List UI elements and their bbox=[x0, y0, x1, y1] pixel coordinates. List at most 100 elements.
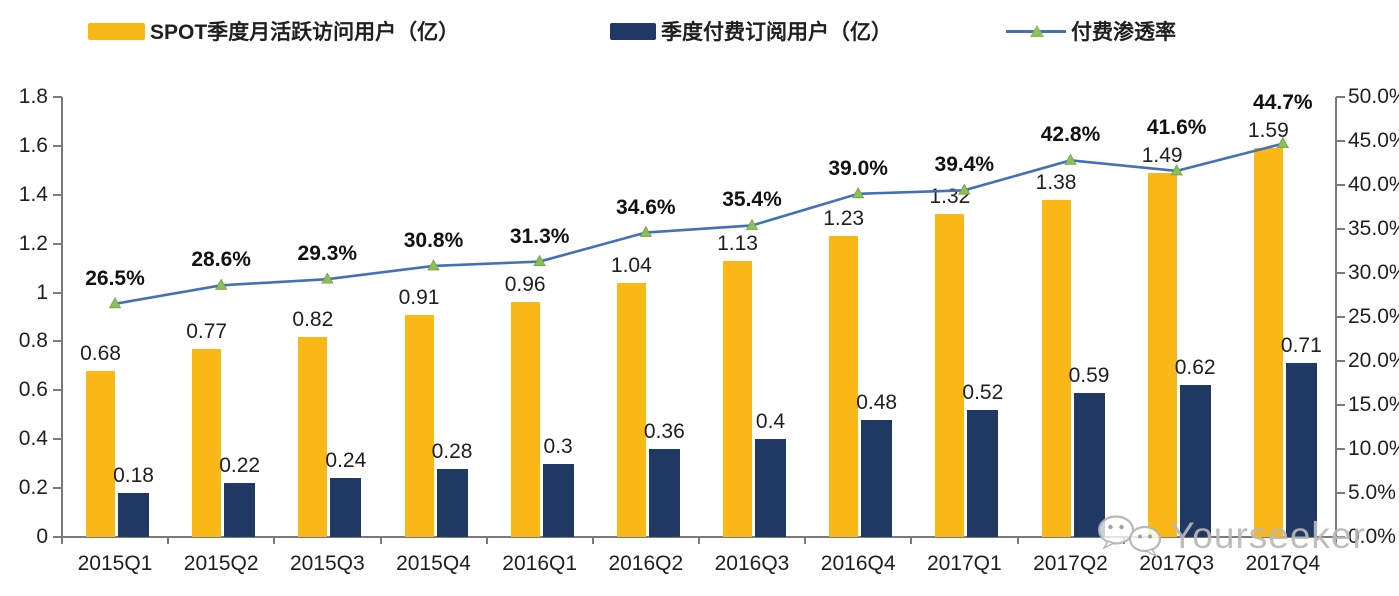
right-axis-tick-label: 30.0% bbox=[1348, 261, 1399, 284]
penetration-marker-icon bbox=[108, 296, 122, 309]
mau-swatch-icon bbox=[88, 22, 145, 40]
x-axis-category-label: 2017Q3 bbox=[1139, 552, 1215, 575]
left-axis-tick bbox=[53, 291, 62, 294]
x-axis-tick bbox=[485, 537, 488, 544]
x-axis-tick bbox=[273, 537, 276, 544]
x-axis-tick bbox=[1016, 537, 1019, 544]
left-axis-tick-label: 0.6 bbox=[18, 378, 48, 402]
mau-bar-value-label: 1.59 bbox=[1247, 119, 1289, 143]
right-axis-tick bbox=[1336, 360, 1345, 362]
left-axis-tick bbox=[53, 438, 62, 441]
right-axis-tick bbox=[1336, 184, 1345, 186]
penetration-marker-icon bbox=[745, 218, 759, 230]
right-axis-tick-label: 40.0% bbox=[1348, 173, 1399, 196]
mau-bar bbox=[404, 314, 434, 537]
penetration-marker-icon bbox=[214, 278, 228, 290]
mau-bar-value-label: 1.23 bbox=[823, 207, 865, 231]
penetration-value-label: 35.4% bbox=[722, 188, 782, 212]
x-axis-category-label: 2016Q3 bbox=[714, 552, 790, 575]
subscribers-bar bbox=[967, 409, 999, 537]
mau-bar bbox=[723, 260, 752, 537]
subscribers-bar-value-label: 0.3 bbox=[543, 434, 573, 458]
subscribers-bar-value-label: 0.18 bbox=[113, 464, 154, 487]
watermark-text: Yourseeker bbox=[1170, 515, 1366, 556]
x-axis-tick bbox=[1335, 537, 1337, 544]
left-axis-tick bbox=[53, 96, 62, 98]
penetration-value-label: 44.7% bbox=[1253, 91, 1313, 115]
penetration-value-label: 31.3% bbox=[509, 224, 570, 248]
mau-bar bbox=[829, 236, 859, 537]
subscribers-bar bbox=[1073, 392, 1105, 537]
legend-label-mau: SPOT季度月活跃访问用户（亿） bbox=[150, 21, 460, 44]
x-axis-category-label: 2017Q1 bbox=[926, 552, 1002, 575]
left-axis-tick-label: 1.2 bbox=[18, 231, 48, 255]
right-axis-tick bbox=[1336, 536, 1345, 538]
x-axis-tick bbox=[698, 537, 700, 544]
subscribers-bar-value-label: 0.62 bbox=[1174, 356, 1216, 380]
x-axis-category-label: 2016Q4 bbox=[820, 552, 896, 575]
penetration-marker-icon bbox=[533, 254, 546, 266]
left-axis-tick-label: 1.4 bbox=[18, 182, 48, 206]
mau-bar-value-label: 0.68 bbox=[80, 341, 121, 365]
left-axis-tick bbox=[53, 389, 62, 392]
mau-bar bbox=[298, 336, 328, 537]
penetration-marker-icon bbox=[427, 259, 440, 271]
penetration-marker-icon bbox=[1064, 153, 1077, 165]
legend-item-mau: SPOT季度月活跃访问用户（亿） bbox=[88, 18, 459, 44]
left-axis-tick-label: 0.4 bbox=[18, 427, 48, 451]
left-axis-tick bbox=[53, 536, 62, 538]
x-axis-tick bbox=[804, 537, 807, 544]
right-axis-tick bbox=[1336, 316, 1345, 318]
left-axis-tick-label: 1.8 bbox=[18, 85, 48, 108]
left-axis-tick-label: 0.2 bbox=[18, 476, 48, 500]
x-axis-tick bbox=[1228, 537, 1231, 544]
subscribers-bar-value-label: 0.24 bbox=[325, 449, 367, 473]
subscribers-bar-value-label: 0.52 bbox=[962, 380, 1004, 404]
mau-bar bbox=[192, 348, 222, 537]
subscribers-bar bbox=[224, 483, 256, 537]
subscribers-bar bbox=[118, 493, 149, 537]
right-axis-tick-label: 50.0% bbox=[1348, 85, 1399, 108]
legend-label-subscribers: 季度付费订阅用户（亿） bbox=[661, 21, 892, 44]
right-axis-tick bbox=[1336, 228, 1345, 230]
mau-bar-value-label: 1.04 bbox=[610, 253, 652, 277]
watermark: Yourseeker bbox=[1094, 512, 1366, 560]
right-axis-tick bbox=[1336, 140, 1345, 142]
x-axis-category-label: 2015Q2 bbox=[183, 552, 259, 575]
right-axis-tick-label: 5.0% bbox=[1348, 481, 1396, 504]
mau-bar-value-label: 1.38 bbox=[1035, 170, 1077, 194]
right-axis-tick-label: 20.0% bbox=[1348, 349, 1399, 372]
mau-bar bbox=[510, 302, 540, 537]
penetration-value-label: 28.6% bbox=[191, 248, 251, 272]
y-axis-left-line bbox=[61, 97, 63, 537]
right-axis-tick-label: 10.0% bbox=[1348, 437, 1399, 460]
subscribers-bar bbox=[1285, 363, 1317, 537]
subscribers-bar bbox=[861, 419, 893, 537]
legend-label-penetration: 付费渗透率 bbox=[1071, 21, 1176, 44]
penetration-marker-icon bbox=[639, 225, 653, 237]
right-axis-tick bbox=[1336, 492, 1345, 494]
mau-bar bbox=[616, 282, 646, 537]
x-axis-category-label: 2017Q2 bbox=[1033, 552, 1108, 575]
mau-bar-value-label: 1.13 bbox=[717, 231, 758, 255]
x-axis-tick bbox=[167, 537, 170, 544]
penetration-marker-icon bbox=[321, 272, 334, 284]
mau-bar-value-label: 0.77 bbox=[186, 319, 228, 343]
right-axis-tick-label: 25.0% bbox=[1348, 305, 1399, 328]
x-axis-tick bbox=[61, 537, 63, 544]
right-axis-tick bbox=[1336, 448, 1345, 450]
right-axis-tick-label: 45.0% bbox=[1348, 129, 1399, 152]
subscribers-bar-value-label: 0.71 bbox=[1280, 334, 1322, 358]
penetration-marker-icon bbox=[851, 186, 865, 199]
right-axis-tick-label: 0.0% bbox=[1348, 525, 1396, 548]
subscribers-bar-value-label: 0.36 bbox=[643, 420, 685, 443]
left-axis-tick-label: 1.6 bbox=[18, 133, 48, 157]
mau-bar bbox=[935, 214, 965, 537]
subscribers-bar-value-label: 0.4 bbox=[755, 410, 786, 434]
left-axis-tick bbox=[53, 144, 62, 147]
subscribers-bar bbox=[542, 463, 574, 537]
subscribers-bar-value-label: 0.22 bbox=[219, 454, 261, 478]
subscribers-bar-value-label: 0.28 bbox=[431, 439, 473, 463]
right-axis-tick bbox=[1336, 404, 1345, 406]
